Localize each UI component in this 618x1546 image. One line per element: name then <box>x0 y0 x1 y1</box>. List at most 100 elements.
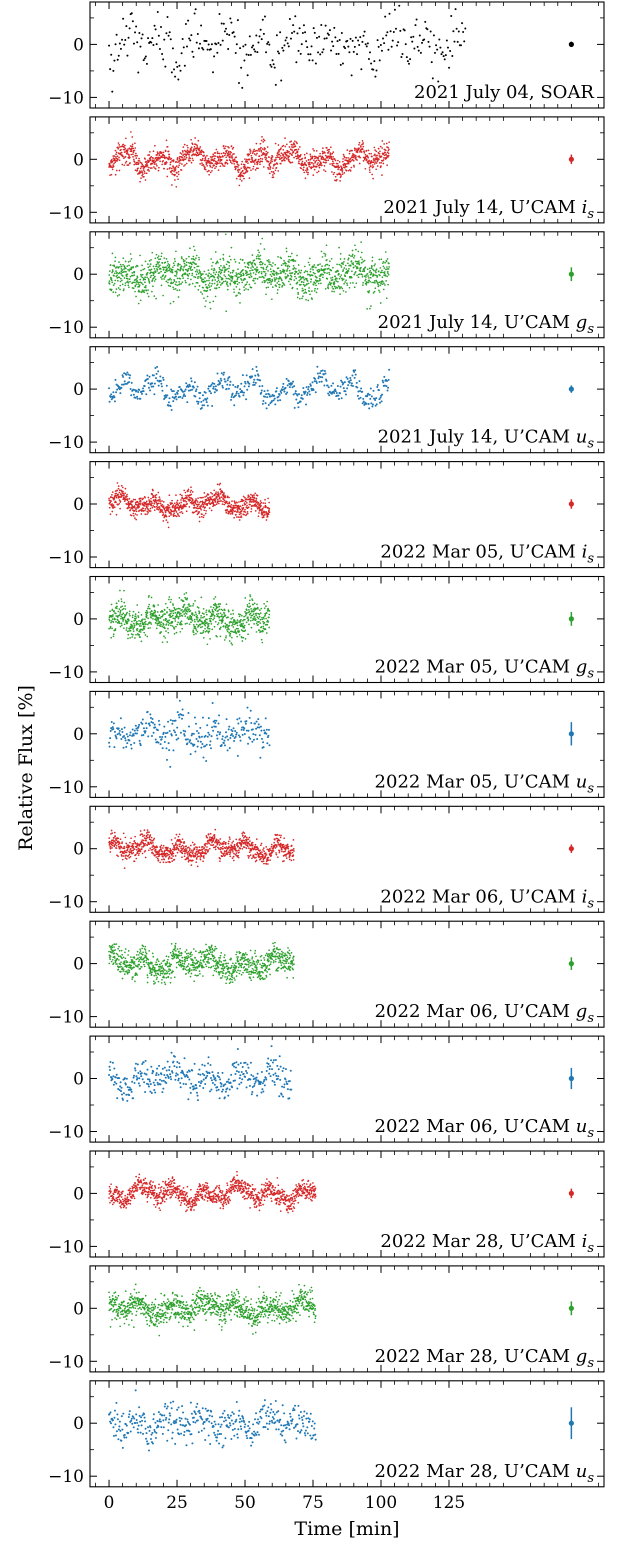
data-point <box>120 151 123 154</box>
data-point <box>143 57 146 60</box>
data-point <box>140 162 143 164</box>
data-point <box>148 170 150 172</box>
data-point <box>254 273 257 276</box>
data-point <box>358 155 361 158</box>
data-point <box>188 283 191 286</box>
data-point <box>333 171 336 174</box>
data-point <box>132 266 135 269</box>
data-point <box>127 281 130 284</box>
data-point <box>146 165 148 168</box>
data-point <box>231 275 234 278</box>
data-point <box>382 37 384 40</box>
data-point <box>119 146 121 148</box>
data-point <box>286 275 288 278</box>
data-point <box>446 46 449 49</box>
data-point <box>387 283 389 286</box>
data-point <box>337 270 339 273</box>
data-point <box>179 395 182 398</box>
data-point <box>268 156 270 159</box>
data-point <box>152 374 155 377</box>
data-point <box>332 160 334 163</box>
data-point <box>376 165 379 167</box>
data-point <box>183 265 186 267</box>
data-point <box>155 501 158 504</box>
data-point <box>330 49 333 52</box>
data-point <box>362 142 364 144</box>
data-point <box>130 514 133 517</box>
data-point <box>203 404 206 407</box>
data-point <box>284 145 287 148</box>
data-point <box>433 51 436 54</box>
data-point <box>115 33 118 36</box>
data-point <box>383 282 385 285</box>
data-point <box>227 150 230 153</box>
data-point <box>266 146 269 148</box>
data-point <box>321 155 324 158</box>
data-point <box>331 290 333 293</box>
data-point <box>203 297 205 300</box>
data-point <box>172 300 175 303</box>
data-point <box>270 156 273 159</box>
data-point <box>329 154 332 156</box>
data-point <box>233 153 235 155</box>
data-point <box>174 166 177 169</box>
data-point <box>267 160 270 163</box>
data-point <box>373 264 376 267</box>
data-point <box>251 152 254 155</box>
data-point <box>260 139 263 142</box>
data-point <box>386 258 389 260</box>
data-point <box>298 27 301 30</box>
data-point <box>166 260 169 263</box>
data-point <box>376 39 379 42</box>
data-point <box>211 71 214 74</box>
data-point <box>197 265 200 268</box>
data-point <box>448 66 451 69</box>
data-point <box>257 41 260 44</box>
data-point <box>157 255 160 257</box>
data-point <box>193 381 196 384</box>
data-point <box>115 513 118 516</box>
data-point <box>232 269 235 272</box>
data-point <box>279 31 282 34</box>
y-axis-label: Relative Flux [%] <box>15 685 37 851</box>
data-point <box>255 499 257 502</box>
data-point <box>190 34 193 37</box>
data-point <box>212 271 215 274</box>
data-point <box>262 268 265 270</box>
data-point <box>255 142 258 145</box>
y-tick-label: 0 <box>73 35 84 55</box>
data-point <box>374 287 377 290</box>
data-point <box>239 508 242 511</box>
data-point <box>267 168 270 170</box>
data-point <box>372 68 375 71</box>
data-point <box>315 381 318 384</box>
data-point <box>333 290 335 293</box>
data-point <box>178 157 181 160</box>
data-point <box>165 280 168 283</box>
data-point <box>113 272 116 275</box>
data-point <box>279 269 282 272</box>
data-point <box>280 391 283 394</box>
data-point <box>213 159 216 162</box>
data-point <box>306 168 309 171</box>
data-point <box>115 492 118 495</box>
data-point <box>110 500 113 502</box>
data-point <box>170 513 172 515</box>
data-point <box>183 393 186 396</box>
data-point <box>141 264 143 267</box>
data-point <box>168 397 171 400</box>
data-point <box>249 152 252 154</box>
data-point <box>191 274 193 277</box>
data-point <box>124 161 127 164</box>
data-point <box>290 143 293 146</box>
data-point <box>210 258 212 260</box>
data-point <box>351 249 354 252</box>
data-point <box>208 279 210 282</box>
data-point <box>357 39 360 42</box>
data-point <box>254 510 257 512</box>
data-point <box>214 273 217 276</box>
data-point <box>149 276 152 279</box>
data-point <box>260 146 262 149</box>
data-point <box>368 166 371 169</box>
